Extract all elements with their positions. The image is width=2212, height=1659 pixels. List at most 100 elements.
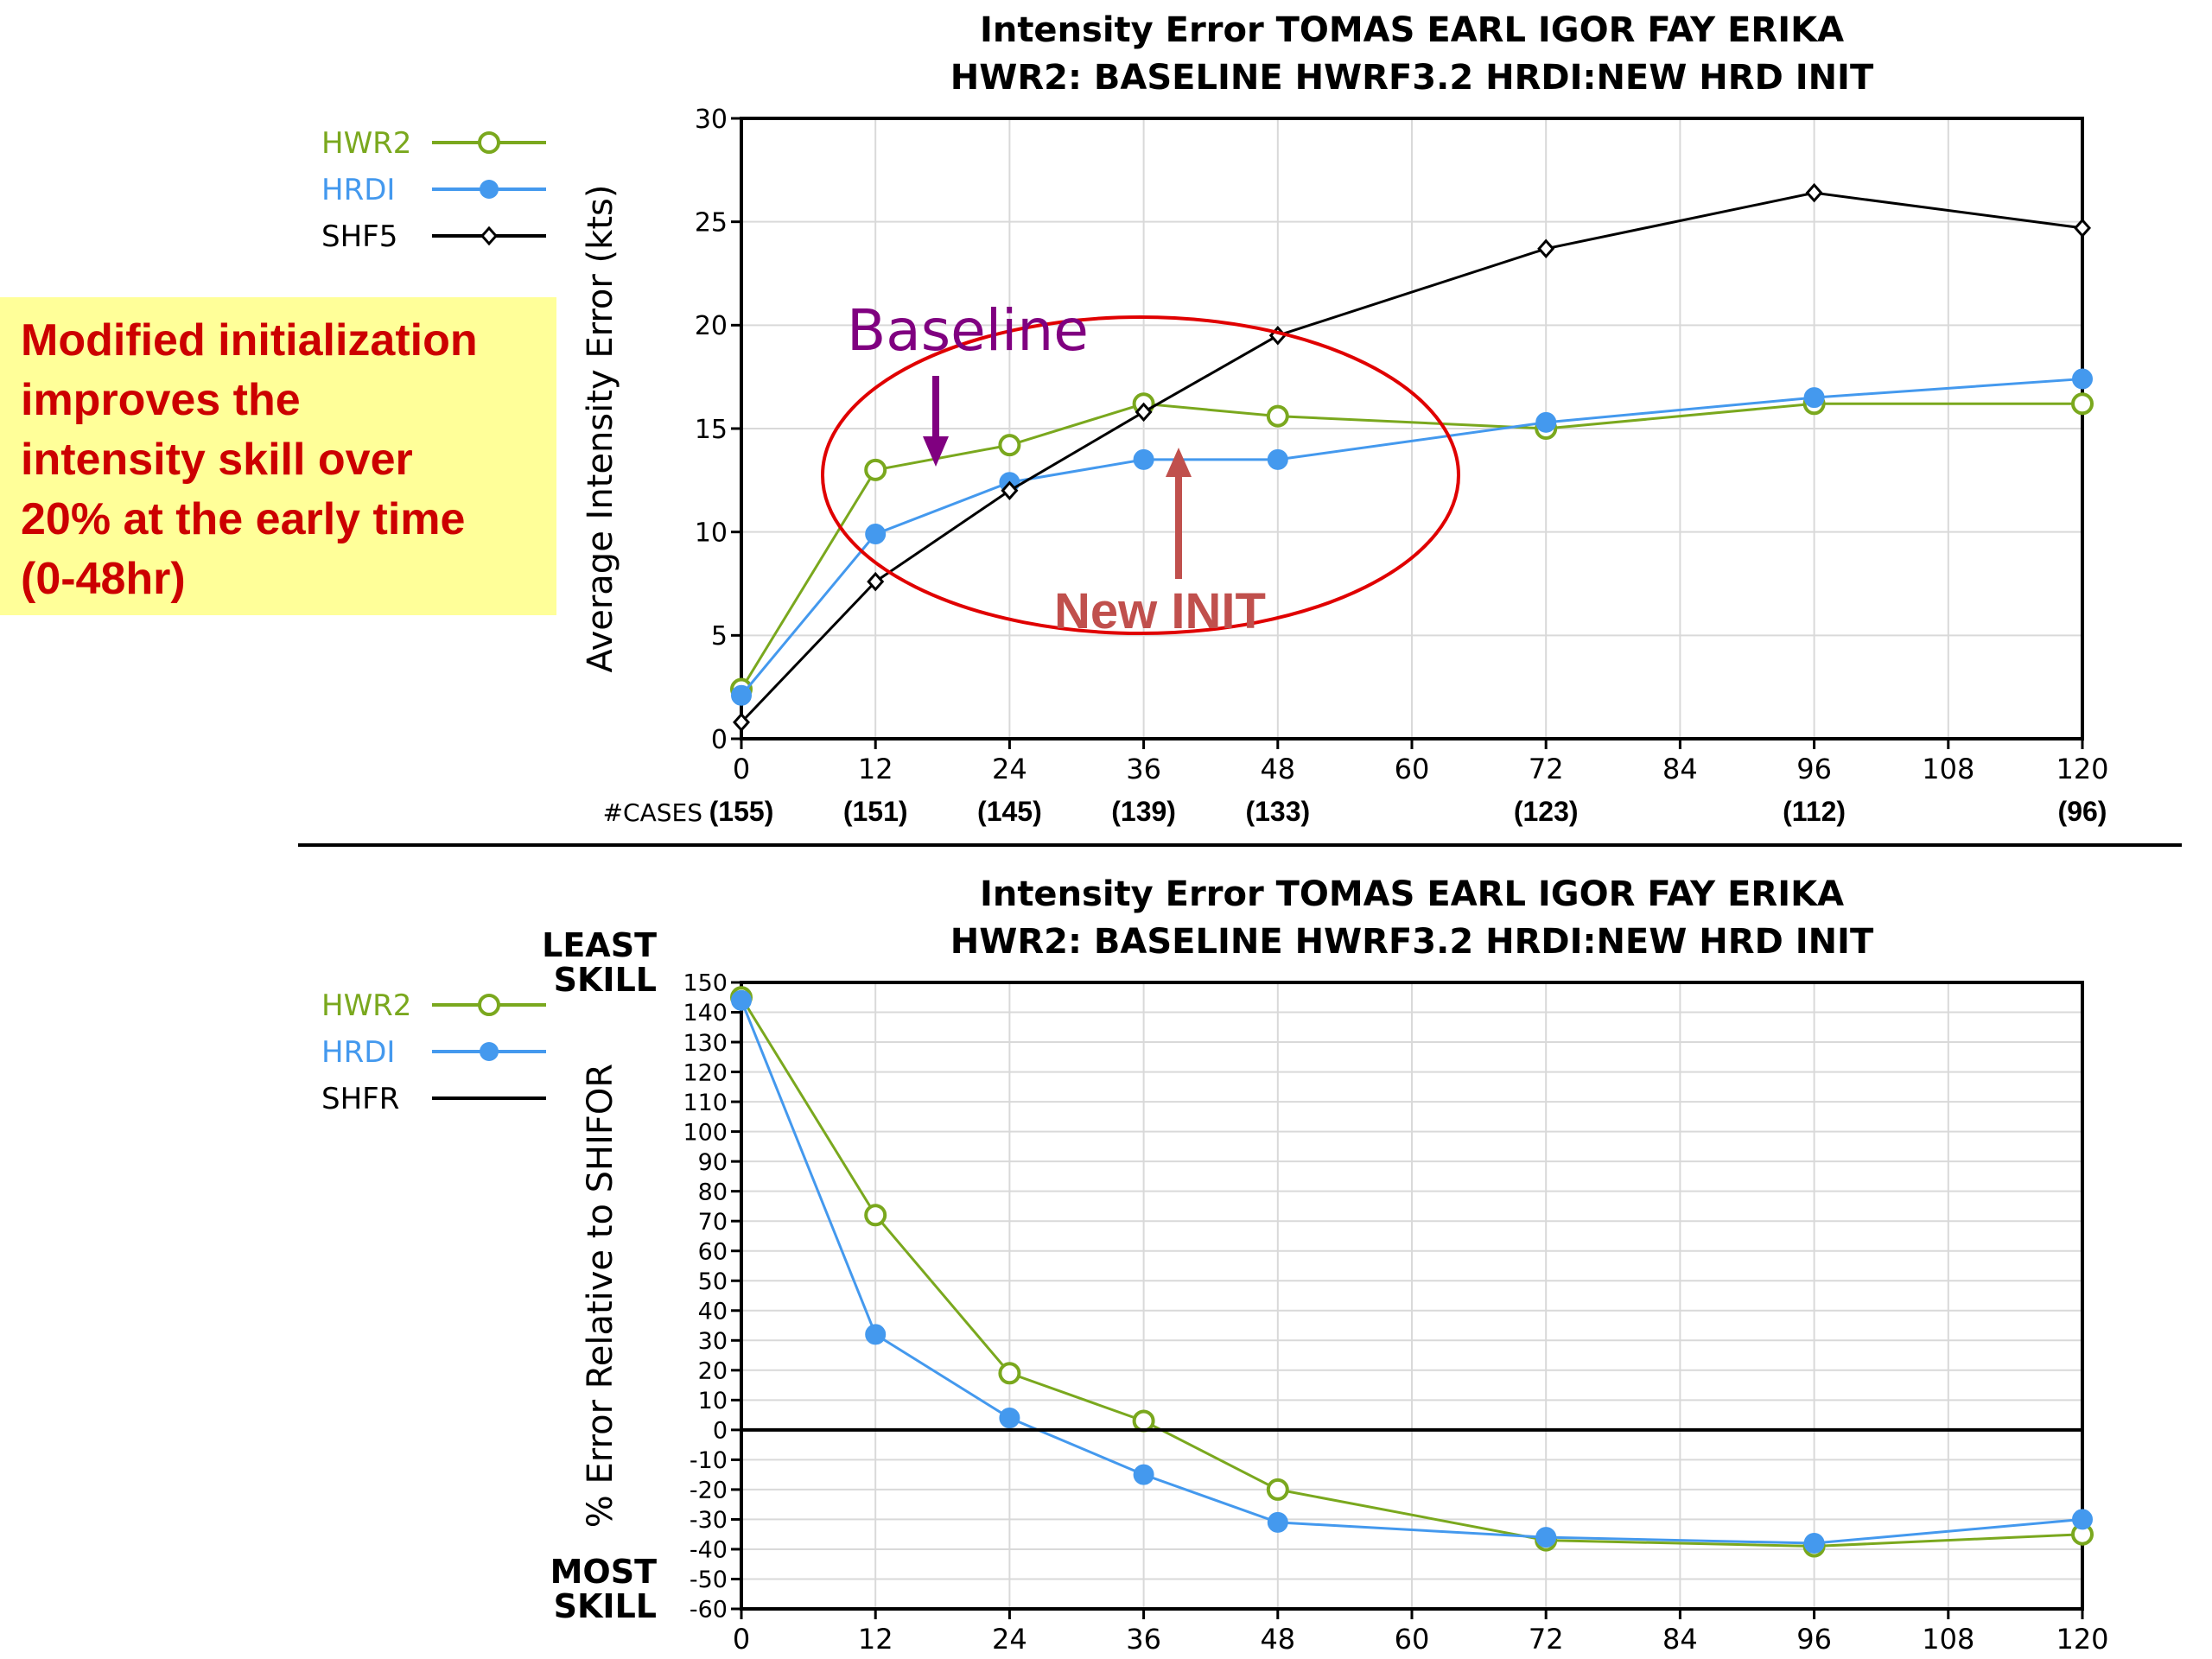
data-point-hrdi (731, 684, 752, 706)
y-tick-label: -40 (690, 1537, 728, 1564)
legend-label-shf5: SHF5 (321, 219, 397, 254)
y-tick-label: 60 (698, 1238, 728, 1265)
y-axis-label: % Error Relative to SHIFOR (581, 1064, 620, 1528)
x-tick-label: 84 (1662, 1623, 1698, 1656)
cases-count-label: (151) (843, 796, 908, 827)
legend-label-hrdi: HRDI (321, 1035, 395, 1070)
note-line: (0-48hr) (21, 554, 186, 604)
chart-subtitle: HWR2: BASELINE HWRF3.2 HRDI:NEW HRD INIT (950, 922, 1874, 962)
chart-title: Intensity Error TOMAS EARL IGOR FAY ERIK… (980, 874, 1844, 914)
x-tick-label: 60 (1395, 1623, 1430, 1656)
x-tick-label: 84 (1662, 753, 1698, 785)
x-tick-label: 108 (1922, 1623, 1974, 1656)
series-line-shf5 (740, 191, 2083, 723)
x-tick-label: 60 (1395, 753, 1430, 785)
x-tick-label: 96 (1796, 1623, 1832, 1656)
data-point-hrdi (1803, 387, 1825, 409)
legend-label-shfr: SHFR (321, 1082, 399, 1116)
data-point-hrdi (1267, 448, 1288, 470)
new-init-arrow-head (1166, 448, 1192, 477)
y-tick-label: 80 (698, 1179, 728, 1205)
most-skill-label: SKILL (554, 1587, 657, 1625)
data-point-hwr2 (2071, 392, 2094, 416)
data-point-hwr2 (1132, 1409, 1155, 1433)
y-tick-label: 40 (698, 1298, 728, 1325)
most-skill-label: MOST (550, 1553, 657, 1591)
data-point-hrdi (1803, 1533, 1825, 1554)
cases-count-label: (155) (709, 796, 774, 827)
data-point-shf5 (1135, 402, 1153, 423)
data-point-hrdi (731, 989, 752, 1011)
data-point-hwr2 (864, 458, 887, 481)
data-point-hrdi (2072, 368, 2093, 390)
y-axis-label: Average Intensity Error (kts) (581, 185, 620, 673)
y-tick-label: 70 (698, 1209, 728, 1236)
highlight-ellipse (821, 315, 1460, 635)
y-tick-label: -20 (690, 1478, 728, 1504)
y-tick-label: 10 (695, 518, 728, 548)
legend-marker-shf5 (480, 226, 499, 246)
y-tick-label: -30 (690, 1507, 728, 1534)
cases-count-label: (112) (1783, 796, 1846, 827)
note-line: Modified initialization (21, 315, 478, 365)
x-tick-label: 96 (1796, 753, 1832, 785)
data-point-hwr2 (1266, 1478, 1289, 1501)
data-point-hwr2 (1266, 404, 1289, 428)
x-tick-label: 48 (1260, 1623, 1295, 1656)
data-point-shf5 (2073, 218, 2092, 238)
y-tick-label: 90 (698, 1149, 728, 1176)
data-point-hrdi (1267, 1511, 1288, 1533)
data-point-hwr2 (998, 434, 1021, 457)
note-line: improves the (21, 375, 301, 425)
cases-count-label: (96) (2058, 796, 2107, 827)
note-line: intensity skill over (21, 435, 413, 485)
data-point-hwr2 (998, 1362, 1021, 1385)
y-tick-label: 0 (711, 725, 728, 755)
x-tick-label: 12 (858, 1623, 893, 1656)
legend-marker-hrdi (480, 180, 499, 199)
data-point-hrdi (2072, 1509, 2093, 1530)
legend-marker-hwr2 (478, 131, 500, 154)
data-point-hrdi (865, 524, 887, 545)
data-point-shf5 (867, 571, 885, 592)
note-line: 20% at the early time (21, 494, 466, 544)
cases-count-label: (139) (1111, 796, 1176, 827)
least-skill-label: SKILL (554, 961, 657, 999)
y-tick-label: 140 (683, 1000, 728, 1027)
cases-count-label: (123) (1514, 796, 1579, 827)
cases-label: #CASES (603, 798, 702, 827)
y-tick-label: 100 (683, 1119, 728, 1146)
cases-count-label: (133) (1245, 796, 1310, 827)
y-tick-label: 10 (698, 1388, 728, 1414)
y-tick-label: 25 (695, 207, 728, 238)
legend-label-hwr2: HWR2 (321, 988, 411, 1023)
y-tick-label: -10 (690, 1447, 728, 1474)
y-tick-label: 50 (698, 1268, 728, 1295)
x-tick-label: 36 (1126, 1623, 1161, 1656)
note-box: Modified initialization improves the int… (0, 297, 556, 615)
legend-label-hrdi: HRDI (321, 173, 395, 207)
data-point-hrdi (1535, 1527, 1557, 1548)
y-tick-label: 130 (683, 1030, 728, 1057)
data-point-shf5 (732, 712, 751, 733)
annotations: Baseline New INIT (821, 297, 1460, 639)
baseline-label: Baseline (847, 297, 1089, 364)
data-point-shf5 (1001, 480, 1019, 501)
legend-marker-hwr2 (478, 994, 500, 1016)
x-tick-label: 0 (733, 753, 750, 785)
x-tick-label: 24 (992, 753, 1027, 785)
data-point-hrdi (1133, 448, 1154, 470)
x-tick-label: 48 (1260, 753, 1295, 785)
y-tick-label: 120 (683, 1059, 728, 1086)
chart-subtitle: HWR2: BASELINE HWRF3.2 HRDI:NEW HRD INIT (950, 58, 1874, 98)
series-line-hrdi (740, 378, 2083, 696)
x-tick-label: 36 (1126, 753, 1161, 785)
data-point-hrdi (865, 1324, 887, 1345)
data-point-hwr2 (864, 1204, 887, 1227)
data-point-hrdi (1535, 411, 1557, 433)
data-point-shf5 (1537, 238, 1555, 259)
x-tick-label: 72 (1529, 753, 1564, 785)
y-tick-label: 110 (683, 1090, 728, 1116)
y-tick-label: -60 (690, 1597, 728, 1624)
y-tick-label: 15 (695, 415, 728, 445)
